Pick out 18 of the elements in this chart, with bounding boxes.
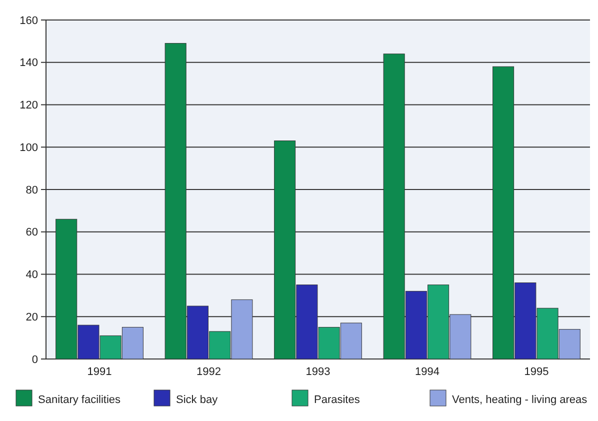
- y-tick-label: 0: [32, 354, 38, 366]
- y-tick-label: 20: [26, 311, 38, 324]
- legend-label: Parasites: [314, 394, 360, 406]
- x-tick-label: 1993: [306, 366, 330, 378]
- y-tick-label: 140: [20, 57, 38, 70]
- y-tick-label: 40: [26, 269, 38, 282]
- x-tick-label: 1995: [524, 366, 549, 378]
- x-tick-label: 1991: [87, 366, 112, 378]
- legend-label: Sick bay: [176, 394, 218, 406]
- legend-label: Vents, heating - living areas: [452, 394, 588, 406]
- y-tick-label: 80: [26, 184, 38, 196]
- y-tick-label: 100: [20, 142, 38, 154]
- y-tick-label: 60: [26, 226, 38, 239]
- y-tick-label: 160: [20, 14, 38, 27]
- y-tick-label: 120: [20, 100, 38, 112]
- legend-label: Sanitary facilities: [38, 394, 122, 406]
- x-tick-label: 1994: [414, 366, 440, 378]
- x-tick-label: 1992: [196, 366, 222, 378]
